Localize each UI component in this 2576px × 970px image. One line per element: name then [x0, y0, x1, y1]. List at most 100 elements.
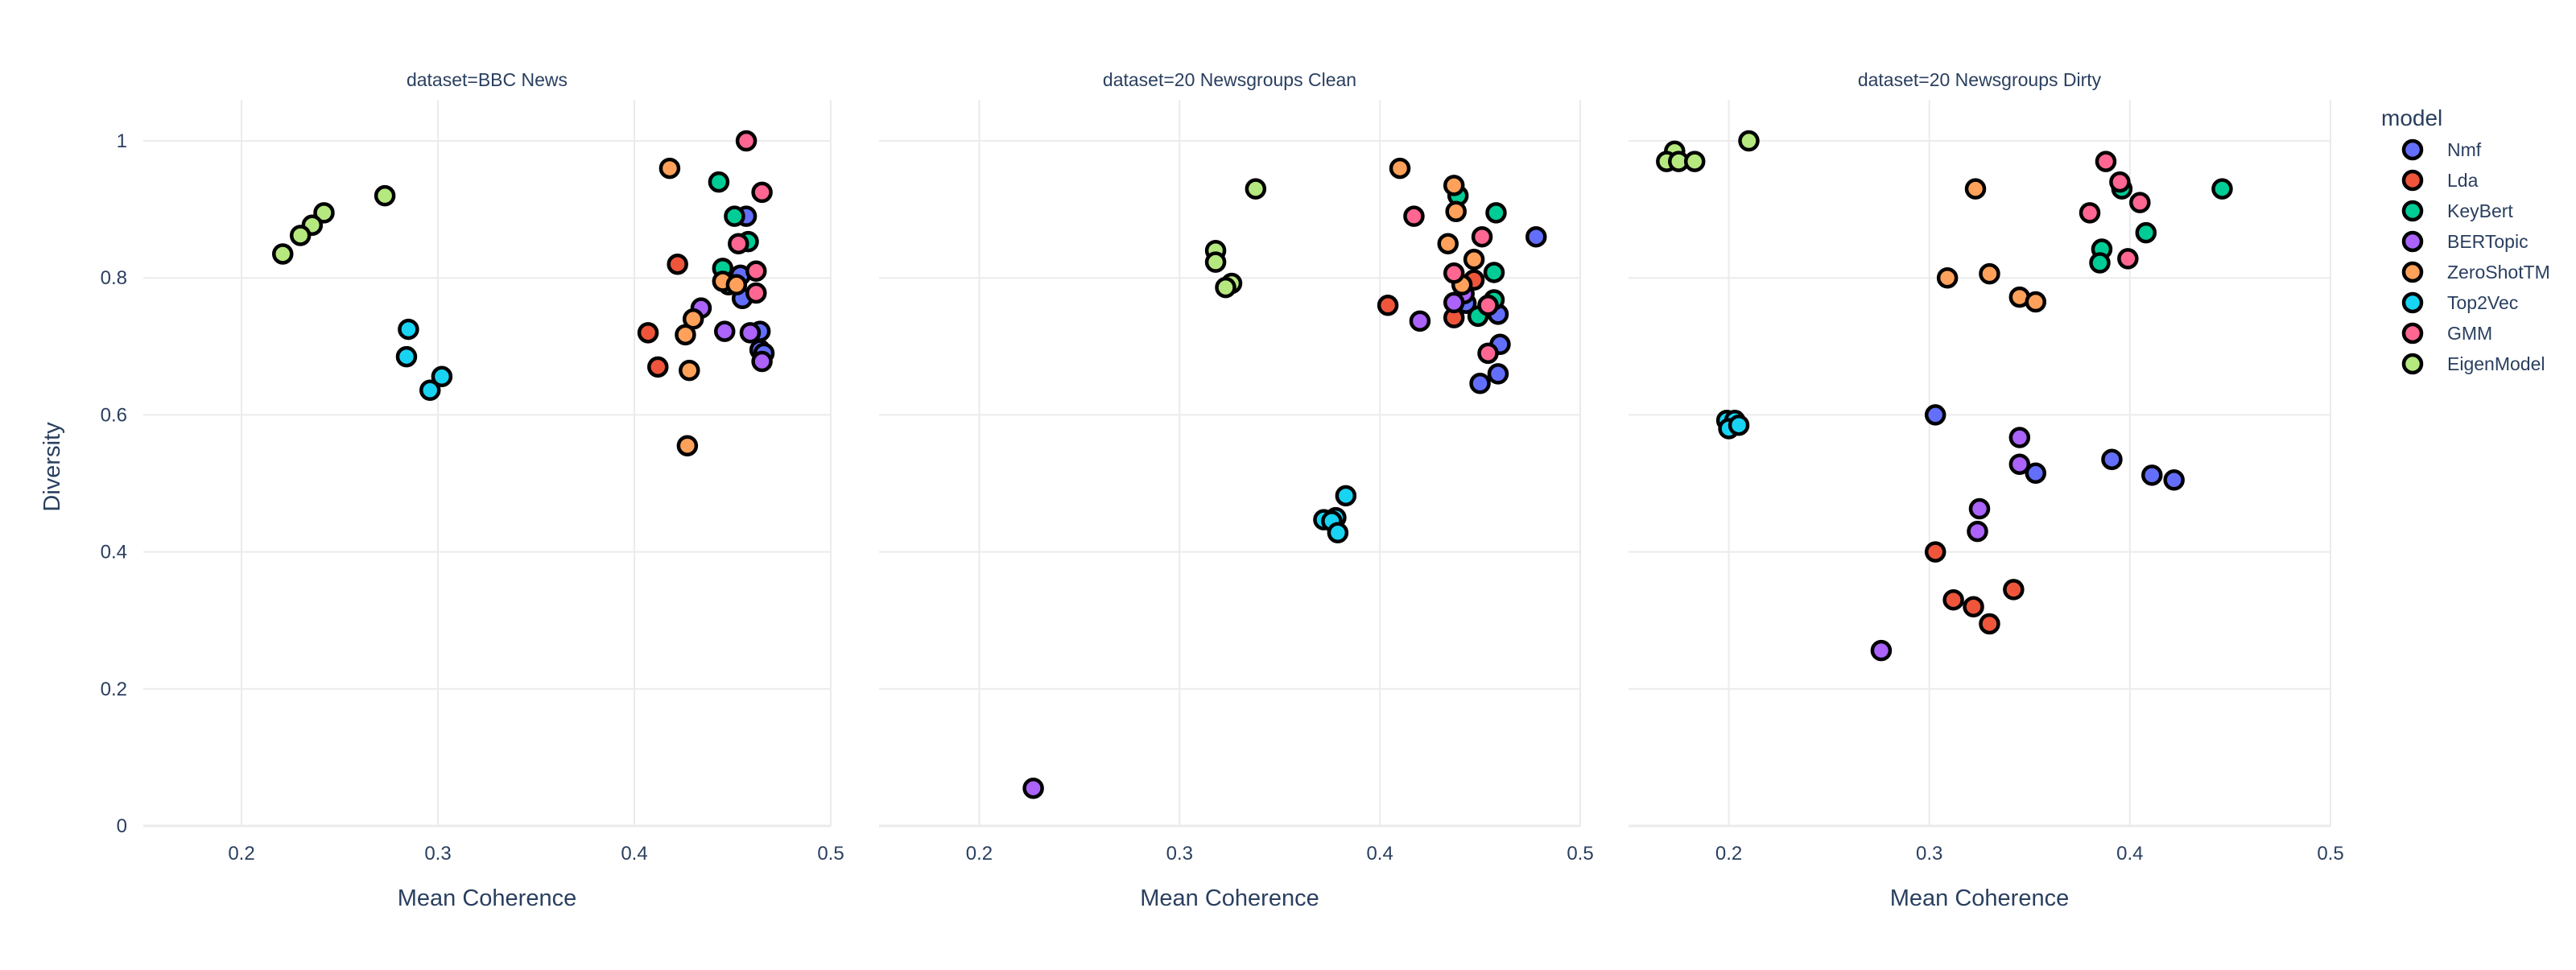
- x-tick-label: 0.3: [1166, 843, 1193, 865]
- marker-eigenmodel: [313, 202, 335, 224]
- marker-gmm: [1443, 262, 1465, 284]
- x-tick-label: 0.3: [1916, 843, 1942, 865]
- marker-lda: [1942, 588, 1964, 611]
- marker-eigenmodel: [1204, 251, 1227, 273]
- legend-item: ZeroShotTM: [2401, 261, 2550, 283]
- marker-gmm: [745, 282, 767, 304]
- legend-marker: [2401, 200, 2424, 222]
- x-tick-label: 0.5: [1567, 843, 1593, 865]
- legend-marker: [2401, 322, 2424, 345]
- marker-zeroshottm: [1437, 233, 1459, 254]
- marker-lda: [667, 253, 688, 275]
- panel-title: dataset=20 Newsgroups Dirty: [1858, 69, 2102, 90]
- marker-zeroshottm: [725, 274, 748, 296]
- legend-item: BERTopic: [2401, 230, 2529, 253]
- legend-marker: [2401, 230, 2424, 253]
- marker-zeroshottm: [1443, 175, 1465, 196]
- marker-zeroshottm: [1979, 262, 2000, 285]
- x-tick-label: 0.4: [2116, 843, 2143, 865]
- x-tick-label: 0.5: [817, 843, 844, 865]
- legend-marker: [2401, 169, 2424, 192]
- x-tick-label: 0.4: [1366, 843, 1393, 865]
- marker-lda: [637, 322, 659, 344]
- marker-gmm: [2079, 202, 2101, 224]
- marker-zeroshottm: [1964, 178, 1987, 200]
- legend-label: KeyBert: [2447, 200, 2513, 221]
- marker-gmm: [1477, 295, 1499, 316]
- legend-item: KeyBert: [2401, 200, 2513, 222]
- marker-bertopic: [1870, 639, 1893, 662]
- marker-lda: [2003, 579, 2025, 601]
- marker-bertopic: [1022, 777, 1044, 799]
- marker-gmm: [751, 181, 773, 204]
- marker-gmm: [2095, 151, 2117, 172]
- marker-top2vec: [395, 345, 418, 368]
- marker-nmf: [2163, 469, 2185, 491]
- marker-top2vec: [431, 365, 453, 388]
- legend-label: BERTopic: [2447, 231, 2529, 252]
- marker-bertopic: [1443, 291, 1465, 314]
- marker-bertopic: [739, 322, 762, 344]
- panel-3: dataset=20 Newsgroups Dirty 0.2 0.3 0.4 0.5 M…: [1629, 69, 2344, 911]
- x-tick-label: 0.4: [621, 843, 647, 865]
- legend-label: Nmf: [2447, 139, 2482, 160]
- marker-bertopic: [2008, 453, 2031, 475]
- x-tick-label: 0.2: [1715, 843, 1742, 865]
- legend-marker: [2401, 353, 2424, 375]
- marker-gmm: [2117, 248, 2139, 270]
- marker-bertopic: [1967, 520, 1988, 543]
- y-tick-label: 0.4: [101, 542, 127, 563]
- marker-lda: [647, 356, 669, 378]
- marker-top2vec: [1728, 414, 1750, 436]
- marker-nmf: [1525, 225, 1547, 248]
- x-axis-title: Mean Coherence: [1890, 885, 2069, 911]
- marker-gmm: [1403, 205, 1425, 227]
- marker-bertopic: [1409, 310, 1431, 332]
- marker-keybert: [708, 171, 730, 193]
- marker-eigenmodel: [271, 243, 294, 265]
- legend-marker: [2401, 138, 2424, 161]
- marker-zeroshottm: [1936, 266, 1959, 289]
- marker-lda: [1979, 613, 2000, 635]
- marker-nmf: [1487, 363, 1509, 385]
- legend: model Nmf Lda KeyBert BERTopic ZeroShotTM Top…: [2381, 105, 2550, 375]
- y-axis-title: Diversity: [39, 422, 65, 512]
- marker-bertopic: [2008, 427, 2031, 448]
- y-tick-label: 0.8: [101, 267, 127, 289]
- panels: dataset=BBC News 0.2 0.3 0.4 0.5 0 0.2 0.4 0.6 0.…: [101, 69, 2344, 911]
- marker-gmm: [2109, 171, 2131, 193]
- marker-lda: [1924, 541, 1946, 563]
- marker-nmf: [1469, 373, 1491, 394]
- marker-gmm: [735, 130, 758, 152]
- panel-title: dataset=20 Newsgroups Clean: [1103, 69, 1356, 90]
- marker-lda: [1377, 295, 1399, 316]
- x-tick-label: 0.2: [966, 843, 993, 865]
- marker-keybert: [2211, 178, 2233, 200]
- x-tick-label: 0.5: [2317, 843, 2343, 865]
- y-tick-label: 1: [117, 130, 127, 152]
- legend-item: EigenModel: [2401, 353, 2545, 375]
- marker-lda: [1963, 596, 1984, 617]
- legend-title: model: [2381, 105, 2442, 130]
- marker-eigenmodel: [1683, 151, 1706, 172]
- marker-zeroshottm: [1445, 200, 1467, 222]
- marker-gmm: [728, 233, 749, 254]
- marker-zeroshottm: [676, 435, 699, 456]
- marker-nmf: [1924, 404, 1946, 426]
- marker-zeroshottm: [658, 157, 681, 180]
- marker-nmf: [2025, 462, 2047, 485]
- marker-zeroshottm: [679, 359, 700, 382]
- legend-item: Lda: [2401, 169, 2479, 192]
- marker-keybert: [1485, 202, 1507, 224]
- y-tick-label: 0.6: [101, 404, 127, 426]
- legend-item: Top2Vec: [2401, 291, 2518, 314]
- marker-eigenmodel: [1245, 178, 1267, 200]
- marker-zeroshottm: [1389, 157, 1411, 180]
- legend-label: EigenModel: [2447, 353, 2545, 374]
- marker-eigenmodel: [374, 184, 396, 207]
- legend-label: ZeroShotTM: [2447, 262, 2550, 283]
- legend-label: GMM: [2447, 323, 2492, 344]
- marker-gmm: [2129, 192, 2151, 213]
- legend-item: GMM: [2401, 322, 2492, 345]
